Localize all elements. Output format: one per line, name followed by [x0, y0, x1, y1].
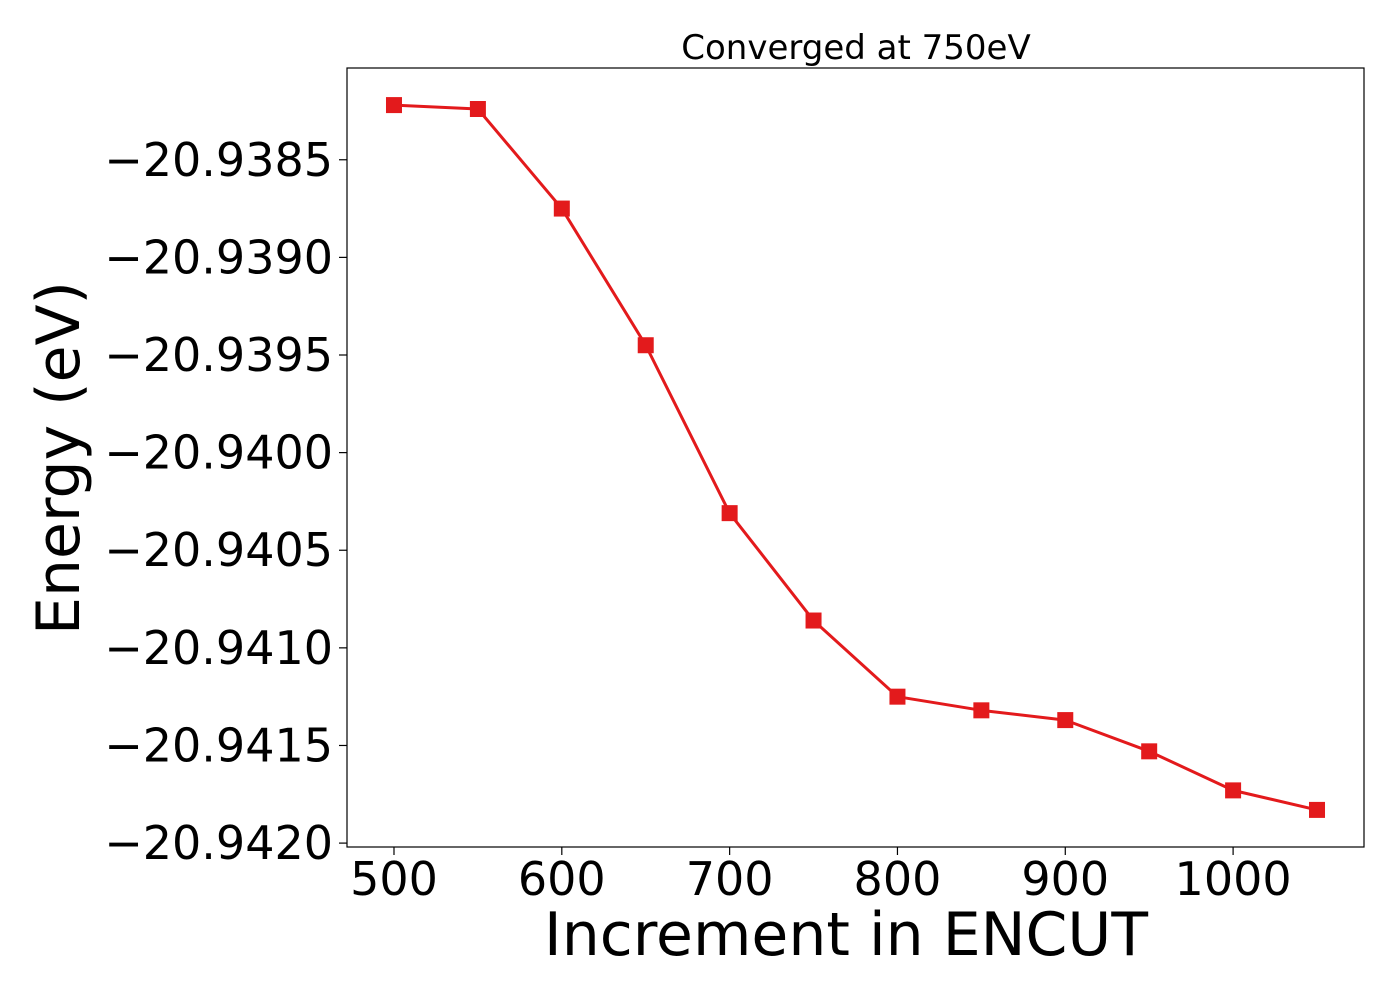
x-tick-label: 600 [518, 852, 606, 906]
plot-frame [346, 67, 1365, 848]
data-point-marker [1057, 712, 1074, 729]
y-tick-label: −20.9405 [104, 523, 333, 577]
y-tick-label: −20.9410 [104, 621, 333, 675]
x-tick-label: 500 [350, 852, 438, 906]
x-tick-label: 800 [854, 852, 942, 906]
y-tick-label: −20.9415 [104, 718, 333, 772]
x-tick-label: 900 [1021, 852, 1109, 906]
y-tick-label: −20.9395 [104, 328, 333, 382]
data-point-marker [973, 702, 990, 719]
y-tick-label: −20.9385 [104, 133, 333, 187]
chart-title: Converged at 750eV [681, 28, 1030, 68]
data-point-marker [1225, 782, 1242, 799]
data-point-marker [1141, 743, 1158, 760]
plot-area: 500 600 700 800 900 1000 −20.9385 −20.9390 −20.9… [104, 67, 1365, 906]
y-tick-label: −20.9390 [104, 230, 333, 284]
data-point-marker [637, 337, 654, 354]
x-axis-label: Increment in ENCUT [544, 900, 1148, 970]
data-point-marker [385, 97, 402, 114]
data-point-marker [553, 200, 570, 217]
y-tick-label: −20.9420 [104, 816, 333, 870]
data-point-marker [1309, 801, 1326, 818]
x-tick-label: 700 [686, 852, 774, 906]
y-axis-label: Energy (eV) [24, 281, 94, 635]
y-tick-label: −20.9400 [104, 426, 333, 480]
series-line [393, 103, 1318, 812]
x-tick-label: 1000 [1175, 852, 1292, 906]
data-point-marker [805, 612, 822, 629]
data-point-marker [469, 101, 486, 117]
data-point-marker [721, 505, 738, 522]
data-point-marker [889, 688, 906, 705]
